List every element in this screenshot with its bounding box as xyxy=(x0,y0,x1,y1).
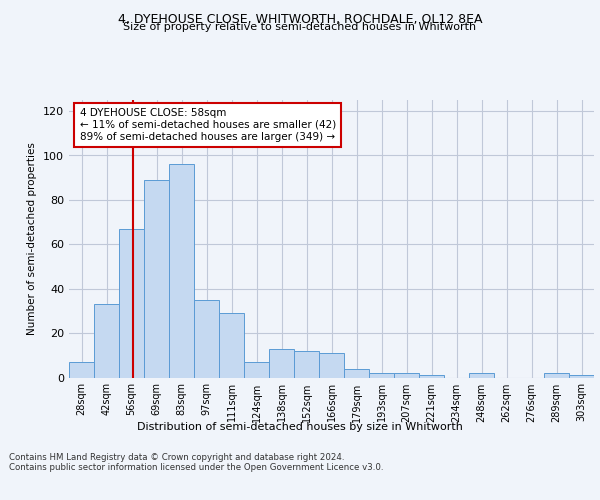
Text: Size of property relative to semi-detached houses in Whitworth: Size of property relative to semi-detach… xyxy=(124,22,476,32)
Text: Distribution of semi-detached houses by size in Whitworth: Distribution of semi-detached houses by … xyxy=(137,422,463,432)
Bar xyxy=(119,229,144,378)
Bar xyxy=(544,373,569,378)
Bar xyxy=(244,362,269,378)
Bar xyxy=(344,368,369,378)
Bar xyxy=(394,373,419,378)
Bar xyxy=(369,373,394,378)
Bar xyxy=(219,313,244,378)
Bar xyxy=(144,180,169,378)
Bar xyxy=(419,376,444,378)
Text: 4, DYEHOUSE CLOSE, WHITWORTH, ROCHDALE, OL12 8EA: 4, DYEHOUSE CLOSE, WHITWORTH, ROCHDALE, … xyxy=(118,12,482,26)
Text: 4 DYEHOUSE CLOSE: 58sqm
← 11% of semi-detached houses are smaller (42)
89% of se: 4 DYEHOUSE CLOSE: 58sqm ← 11% of semi-de… xyxy=(79,108,336,142)
Bar xyxy=(269,348,294,378)
Y-axis label: Number of semi-detached properties: Number of semi-detached properties xyxy=(28,142,37,335)
Bar xyxy=(94,304,119,378)
Bar xyxy=(294,351,319,378)
Bar xyxy=(569,376,594,378)
Bar xyxy=(319,353,344,378)
Text: Contains public sector information licensed under the Open Government Licence v3: Contains public sector information licen… xyxy=(9,464,383,472)
Text: Contains HM Land Registry data © Crown copyright and database right 2024.: Contains HM Land Registry data © Crown c… xyxy=(9,454,344,462)
Bar xyxy=(169,164,194,378)
Bar xyxy=(469,373,494,378)
Bar xyxy=(69,362,94,378)
Bar xyxy=(194,300,219,378)
